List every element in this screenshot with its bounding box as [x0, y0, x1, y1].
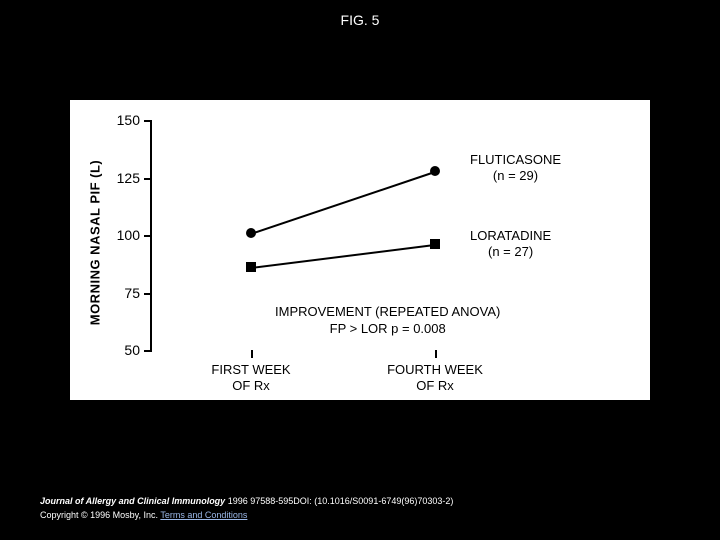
- stats-line2: FP > LOR p = 0.008: [330, 321, 446, 336]
- footer-citation-line: Journal of Allergy and Clinical Immunolo…: [40, 495, 453, 509]
- x-category-label: FOURTH WEEK OF Rx: [387, 362, 483, 393]
- x-tick: [435, 350, 437, 358]
- plot-area: 150 125 100 75 50 MORNING NASAL PIF (L) …: [150, 120, 610, 350]
- y-tick: [144, 235, 152, 237]
- footer-copyright: Copyright © 1996 Mosby, Inc.: [40, 510, 160, 520]
- y-tick: [144, 293, 152, 295]
- marker-loratadine-1: [430, 239, 440, 249]
- series-label-loratadine: LORATADINE (n = 27): [470, 228, 551, 259]
- footer-citation: 1996 97588-595DOI: (10.1016/S0091-6749(9…: [225, 496, 453, 506]
- series-n-fluticasone: (n = 29): [493, 168, 538, 183]
- footer-journal: Journal of Allergy and Clinical Immunolo…: [40, 496, 225, 506]
- terms-link[interactable]: Terms and Conditions: [160, 510, 247, 520]
- figure-title: FIG. 5: [0, 0, 720, 28]
- marker-fluticasone-0: [246, 228, 256, 238]
- x-cat-1-line1: FOURTH WEEK: [387, 362, 483, 377]
- y-tick-label: 125: [117, 170, 140, 186]
- y-tick-label: 75: [124, 285, 140, 301]
- footer-copyright-line: Copyright © 1996 Mosby, Inc. Terms and C…: [40, 509, 453, 523]
- x-cat-0-line1: FIRST WEEK: [211, 362, 290, 377]
- stats-line1: IMPROVEMENT (REPEATED ANOVA): [275, 304, 500, 319]
- y-tick-label: 50: [124, 342, 140, 358]
- x-cat-1-line2: OF Rx: [416, 378, 454, 393]
- series-n-loratadine: (n = 27): [488, 244, 533, 259]
- marker-loratadine-0: [246, 262, 256, 272]
- chart-panel: 150 125 100 75 50 MORNING NASAL PIF (L) …: [70, 100, 650, 400]
- series-name-fluticasone: FLUTICASONE: [470, 152, 561, 167]
- y-tick: [144, 178, 152, 180]
- series-line-loratadine: [251, 244, 435, 269]
- y-axis-title: MORNING NASAL PIF (L): [88, 160, 103, 326]
- series-name-loratadine: LORATADINE: [470, 228, 551, 243]
- y-tick: [144, 120, 152, 122]
- footer: Journal of Allergy and Clinical Immunolo…: [40, 495, 453, 522]
- x-category-label: FIRST WEEK OF Rx: [211, 362, 290, 393]
- stats-block: IMPROVEMENT (REPEATED ANOVA) FP > LOR p …: [275, 304, 500, 338]
- y-tick-label: 100: [117, 227, 140, 243]
- x-tick: [251, 350, 253, 358]
- y-tick-label: 150: [117, 112, 140, 128]
- series-line-fluticasone: [251, 171, 436, 235]
- marker-fluticasone-1: [430, 166, 440, 176]
- y-tick: [144, 350, 152, 352]
- x-cat-0-line2: OF Rx: [232, 378, 270, 393]
- series-label-fluticasone: FLUTICASONE (n = 29): [470, 152, 561, 183]
